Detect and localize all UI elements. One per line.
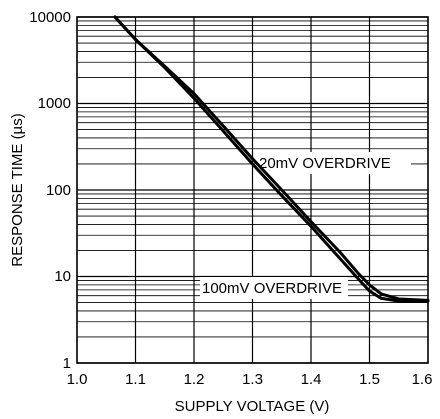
x-tick-label-1.6: 1.6 [412, 371, 433, 388]
series-line-100mv-overdrive [113, 15, 430, 303]
annotation-100mv-backdrop [200, 277, 348, 299]
x-tick-labels: 1.0 1.1 1.2 1.3 1.4 1.5 1.6 [67, 371, 433, 388]
annotation-20mv-label: 20mV OVERDRIVE [259, 155, 391, 172]
x-tick-label-1.2: 1.2 [184, 371, 205, 388]
plot-frame [76, 16, 429, 364]
annotations: 20mV OVERDRIVE 100mV OVERDRIVE [200, 152, 411, 299]
series-layer [113, 15, 430, 303]
y-tick-label-10000: 10000 [29, 9, 71, 26]
x-tick-label-1.1: 1.1 [125, 371, 146, 388]
x-tick-label-1.5: 1.5 [359, 371, 380, 388]
x-axis-title: SUPPLY VOLTAGE (V) [175, 398, 330, 415]
y-tick-labels: 1 10 100 1000 10000 [29, 9, 71, 372]
y-tick-label-100: 100 [46, 182, 71, 199]
x-tick-label-1.4: 1.4 [301, 371, 322, 388]
y-tick-label-1: 1 [63, 355, 71, 372]
y-tick-label-10: 10 [54, 268, 71, 285]
x-tick-label-1.3: 1.3 [242, 371, 263, 388]
annotation-20mv-backdrop [255, 152, 411, 174]
annotation-100mv-label: 100mV OVERDRIVE [202, 280, 342, 297]
y-tick-label-1000: 1000 [38, 95, 71, 112]
y-axis-title: RESPONSE TIME (µs) [9, 113, 26, 266]
x-tick-label-1.0: 1.0 [67, 371, 88, 388]
